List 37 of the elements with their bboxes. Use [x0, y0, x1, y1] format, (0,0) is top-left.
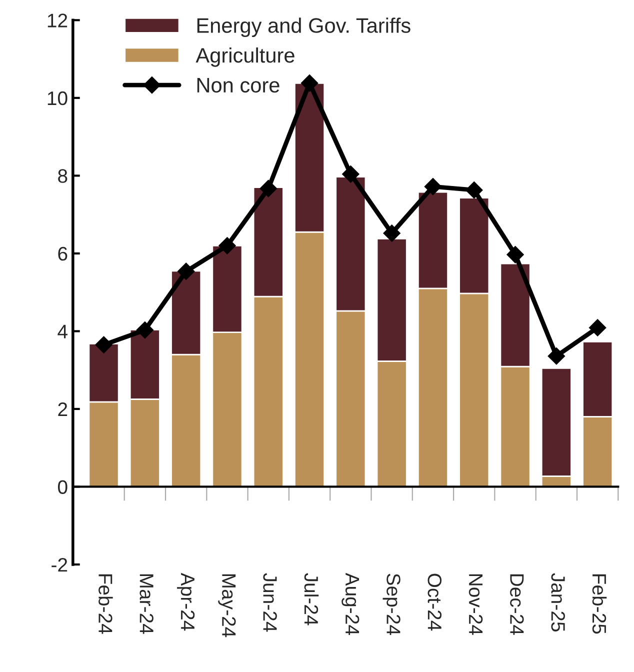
- y-tick-label: 8: [58, 169, 68, 183]
- point: [300, 74, 318, 92]
- point: [95, 336, 112, 354]
- x-tick-label: Jul-24: [304, 573, 319, 626]
- x-tick-label: Jun-24: [263, 573, 277, 632]
- x-tick-label: Dec-24: [510, 574, 524, 635]
- x-tick-label: Feb-25: [592, 574, 607, 634]
- y-tick-label: 2: [58, 402, 68, 416]
- y-tick-label: 0: [58, 480, 68, 494]
- x-tick-label: Aug-24: [342, 572, 360, 635]
- point: [342, 166, 360, 183]
- legend-label: Agriculture: [196, 47, 294, 67]
- x-tick-label: Mar-24: [140, 574, 154, 634]
- point: [178, 262, 195, 280]
- y-tick-label: 6: [58, 246, 68, 261]
- y-tick-label: 12: [48, 14, 68, 28]
- point: [506, 246, 524, 264]
- point: [424, 178, 442, 196]
- x-tick-label: Sep-24: [382, 574, 400, 635]
- legend-label: Energy and Gov. Tariffs: [197, 18, 410, 38]
- y-tick-label: 4: [58, 324, 68, 338]
- point: [218, 237, 236, 254]
- point: [136, 321, 154, 339]
- x-tick-label: Nov-24: [468, 574, 483, 635]
- point: [383, 224, 400, 242]
- legend-label: Non core: [197, 78, 280, 93]
- x-tick-label: Feb-24: [98, 574, 113, 634]
- point: [589, 319, 606, 336]
- point: [548, 348, 565, 365]
- y-tick-label: -2: [52, 558, 68, 572]
- x-tick-label: Apr-24: [177, 572, 195, 631]
- x-tick-label: Oct-24: [428, 574, 442, 631]
- x-tick-label: May-24: [218, 574, 236, 638]
- x-tick-label: Jan-25: [551, 573, 565, 632]
- point: [260, 180, 277, 198]
- y-tick-label: 10: [48, 91, 68, 106]
- point: [466, 182, 483, 199]
